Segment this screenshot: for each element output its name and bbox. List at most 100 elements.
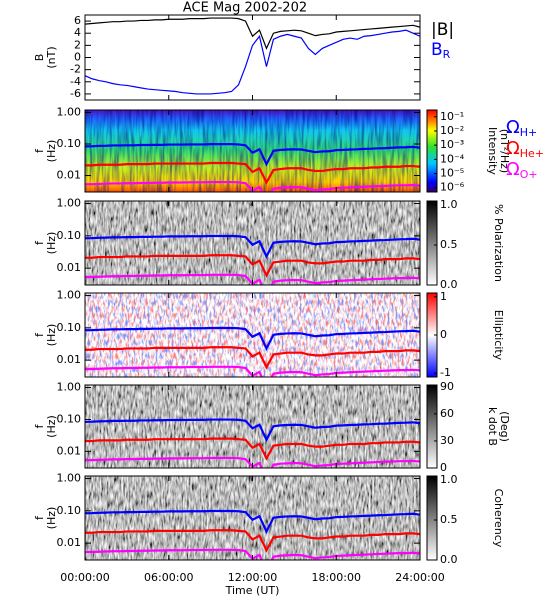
colorbar-label: (Deg): [498, 411, 511, 442]
y-axis-label: (nT): [45, 46, 58, 68]
spectrogram: [85, 385, 420, 468]
legend-text: Ω: [506, 138, 520, 159]
legend-text: Ω: [506, 159, 520, 180]
gyro-line: [85, 234, 420, 259]
y-tick-label: 0.10: [57, 137, 82, 150]
gyro-line: [85, 346, 420, 370]
y-axis-label: f: [33, 332, 46, 337]
x-tick-label: 00:00:00: [60, 571, 109, 584]
y-tick-label: 0.01: [57, 261, 82, 274]
plot-area: [85, 201, 420, 285]
y-tick-label: 1.00: [57, 197, 82, 210]
colorbar-tick-label: 10⁻²: [440, 124, 464, 137]
line: [85, 17, 420, 50]
legend-subscript: He+: [520, 147, 544, 160]
gyro-line: [85, 509, 420, 534]
colorbar-tick-label: 10⁻⁵: [440, 167, 464, 180]
chart-title: ACE Mag 2002-202: [183, 1, 307, 16]
colorbar-tick-label: 0: [440, 461, 447, 474]
plot-area: [85, 476, 420, 560]
y-tick-label: 0.10: [57, 229, 82, 242]
legend-text: |B|: [431, 20, 454, 40]
y-tick-label: 1.00: [57, 289, 82, 302]
line: [85, 29, 420, 95]
spectrogram-blue: [85, 293, 420, 377]
colorbar-tick-label: 90: [440, 380, 454, 393]
colorbar-tick-label: 0.5: [440, 513, 458, 526]
colorbar-tick-label: 0.0: [440, 553, 458, 566]
gyro-line: [85, 326, 420, 351]
colorbar-tick-label: 0: [440, 328, 447, 341]
y-axis-label: (Hz): [45, 415, 58, 438]
colorbar: [426, 475, 438, 561]
colorbar: [426, 109, 438, 193]
y-tick-label: -2: [70, 63, 81, 76]
colorbar-tick-label: 60: [440, 407, 454, 420]
colorbar-tick-label: 1: [440, 290, 447, 303]
y-tick-label: 0.10: [57, 504, 82, 517]
legend-subscript: H+: [520, 126, 538, 139]
x-tick-label: 18:00:00: [312, 571, 361, 584]
colorbar-tick-label: 10⁻¹: [440, 110, 464, 123]
y-axis-label: (Hz): [45, 232, 58, 255]
legend-subscript: O+: [520, 168, 538, 181]
y-axis-label: (Hz): [45, 140, 58, 163]
spectrogram: [85, 476, 420, 560]
colorbar-label: k dot B: [486, 407, 499, 446]
y-axis-label: f: [33, 148, 46, 153]
colorbar-tick-label: 0.0: [440, 278, 458, 291]
y-axis-label: f: [33, 240, 46, 245]
colorbar-label: % Polarization: [492, 204, 505, 282]
spectrogram: [85, 201, 420, 285]
plot-area: [85, 293, 420, 377]
colorbar-tick-label: 10⁻³: [440, 138, 464, 151]
gyro-line: [85, 529, 420, 553]
legend-text: Ω: [506, 117, 520, 138]
colorbar-tick-label: 1.0: [440, 473, 458, 486]
y-tick-label: 0.10: [57, 321, 82, 334]
colorbar-tick-label: 1.0: [440, 198, 458, 211]
legend-label: ΩO+: [506, 159, 538, 181]
y-tick-label: 1.00: [57, 472, 82, 485]
colorbar: [426, 200, 438, 286]
gyro-line: [85, 418, 420, 443]
plot-area: [85, 17, 420, 95]
legend-text: B: [431, 40, 443, 60]
colorbar-label: Ellipticity: [492, 310, 505, 361]
gyro-line: [85, 437, 420, 461]
y-axis-label: f: [33, 515, 46, 520]
colorbar-tick-label: 10⁻⁴: [440, 152, 465, 165]
legend-label: |B|: [431, 20, 454, 40]
colorbar-tick-label: -1: [440, 366, 451, 379]
y-axis-label: (Hz): [45, 507, 58, 530]
colorbar-tick-label: 0.5: [440, 238, 458, 251]
plot-area: [85, 110, 420, 192]
y-axis-label: B: [33, 54, 46, 62]
y-tick-label: -4: [70, 75, 81, 88]
legend-label: ΩH+: [506, 117, 537, 139]
gyro-line: [85, 143, 420, 167]
y-tick-label: 1.00: [57, 105, 82, 118]
gyro-line: [85, 161, 420, 185]
y-tick-label: 2: [74, 38, 81, 51]
y-tick-label: 0.10: [57, 412, 82, 425]
x-tick-label: 06:00:00: [144, 571, 193, 584]
spectrogram-texture: [85, 110, 420, 192]
colorbar: [426, 384, 438, 469]
colorbar-label: Intensity: [486, 127, 499, 175]
y-tick-label: 1.00: [57, 381, 82, 394]
x-tick-label: 24:00:00: [395, 571, 444, 584]
y-tick-label: -6: [70, 87, 81, 100]
colorbar-tick-label: 10⁻⁶: [440, 181, 465, 194]
x-axis-label: Time (UT): [225, 584, 280, 597]
colorbar-tick-label: 30: [440, 434, 454, 447]
y-tick-label: 0.01: [57, 169, 82, 182]
gyro-line: [85, 254, 420, 278]
legend-label: ΩHe+: [506, 138, 544, 160]
y-axis-label: f: [33, 423, 46, 428]
legend-label: BR: [431, 40, 451, 61]
y-tick-label: 0: [74, 51, 81, 64]
y-tick-label: 0.01: [57, 444, 82, 457]
y-tick-label: 4: [74, 26, 81, 39]
